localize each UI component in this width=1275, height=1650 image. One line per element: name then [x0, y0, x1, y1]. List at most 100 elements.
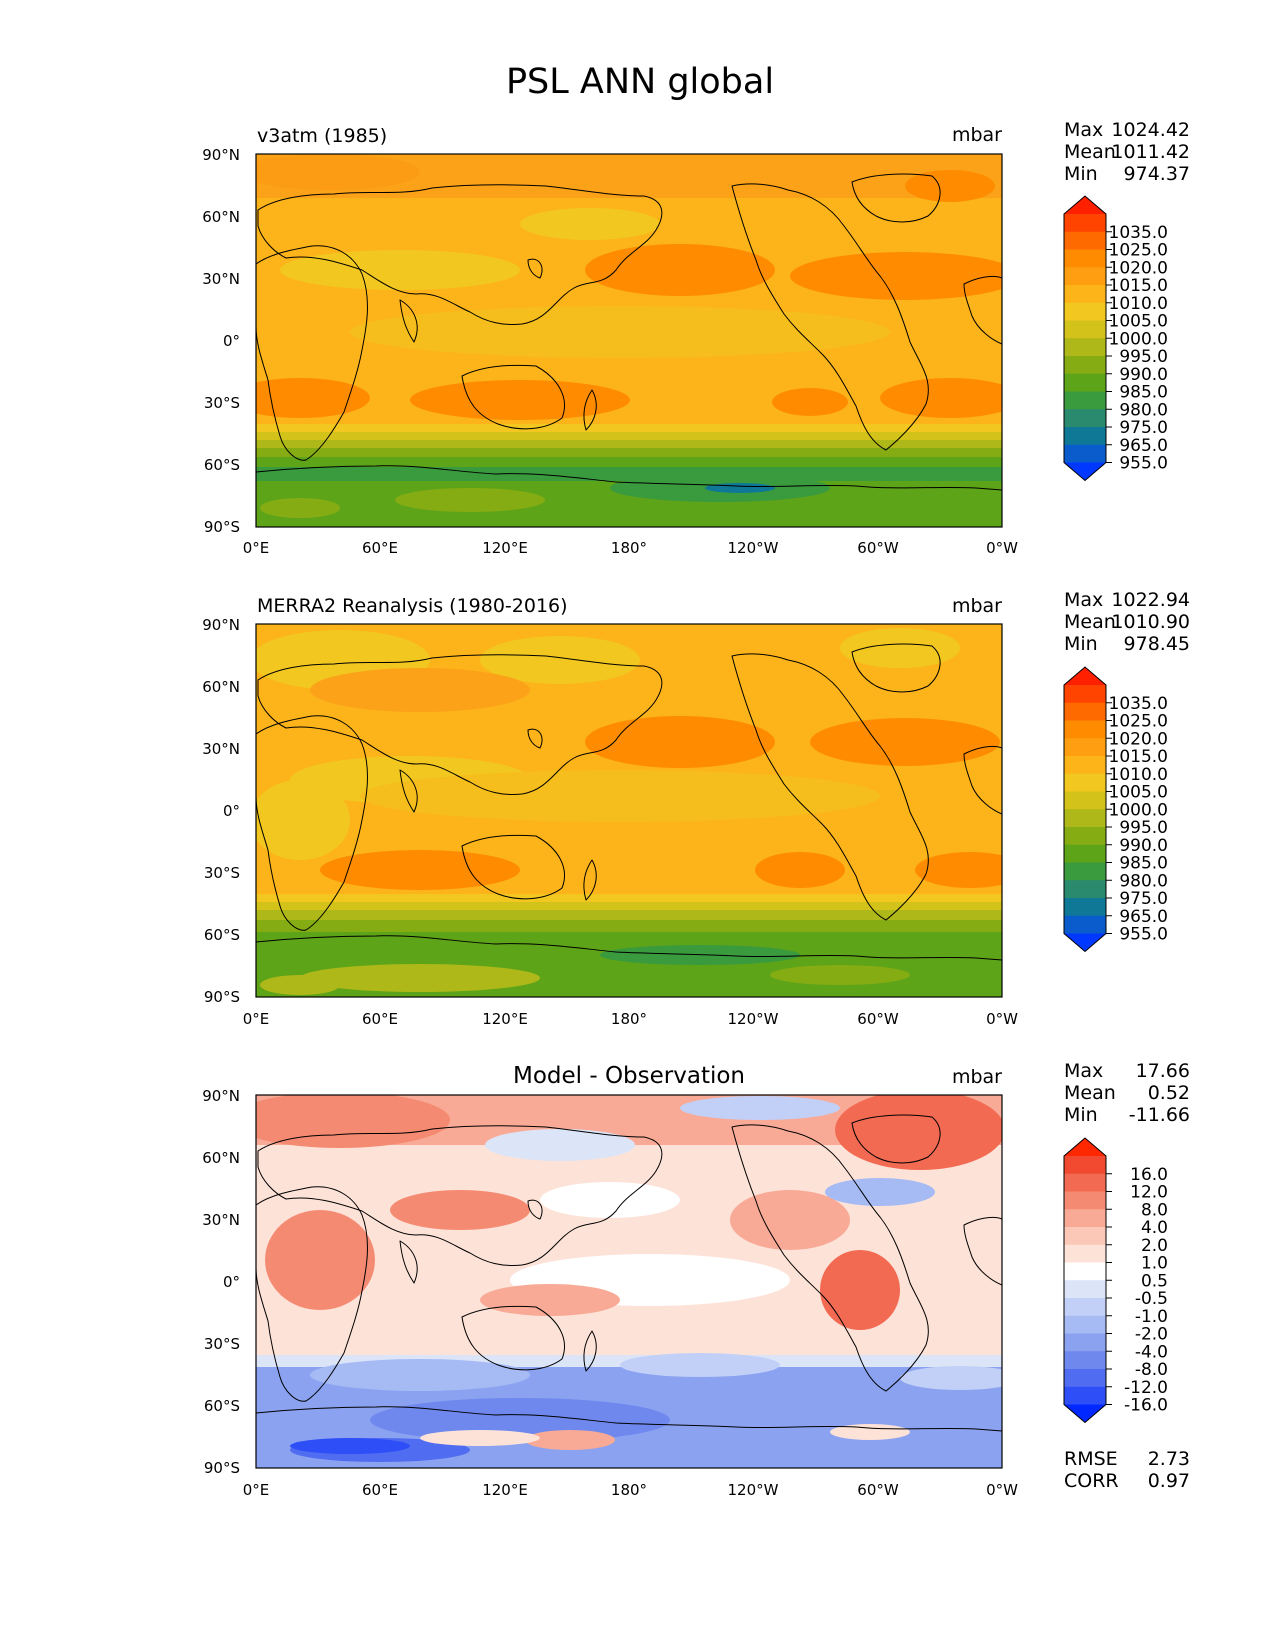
x-tick-label: 120°W	[728, 539, 779, 557]
colorbar-tick-label: 4.0	[1141, 1218, 1168, 1238]
min-label: Min	[1064, 633, 1098, 655]
y-tick-label: 90°N	[202, 1087, 240, 1105]
y-tick-label: 30°S	[204, 394, 240, 412]
x-tick-label: 120°W	[728, 1010, 779, 1028]
colorbar-tick-label: -0.5	[1135, 1289, 1168, 1309]
colorbar-extend-max	[1064, 196, 1106, 214]
colorbar-segment	[1064, 844, 1106, 863]
units-label: mbar	[952, 595, 1002, 617]
colorbar-segment	[1064, 1191, 1106, 1210]
colorbar-segment	[1064, 862, 1106, 881]
x-tick-label: 120°E	[482, 1481, 528, 1499]
colorbar-tick-label: -16.0	[1124, 1396, 1168, 1416]
colorbar-tick-label: 1010.0	[1109, 294, 1168, 314]
colorbar-segment	[1064, 1369, 1106, 1388]
colorbar-tick-label: 1020.0	[1109, 729, 1168, 749]
colorbar-tick-label: 955.0	[1119, 925, 1168, 945]
colorbar-extend-max	[1064, 1138, 1106, 1156]
colorbar-segment	[1064, 702, 1106, 721]
x-tick-label: 120°E	[482, 1010, 528, 1028]
corr-value: 0.97	[1148, 1470, 1190, 1492]
colorbar-segment	[1064, 1244, 1106, 1263]
x-tick-label: 180°	[611, 539, 647, 557]
colorbar-tick-label: 1005.0	[1109, 312, 1168, 332]
colorbar-segment	[1064, 1209, 1106, 1228]
colorbar-tick-label: 955.0	[1119, 454, 1168, 474]
corr-label: CORR	[1064, 1470, 1119, 1492]
x-tick-label: 60°W	[857, 1010, 899, 1028]
colorbar-segment	[1064, 685, 1106, 704]
panel-title: Model - Observation	[513, 1063, 745, 1089]
y-tick-label: 90°N	[202, 616, 240, 634]
y-tick-label: 30°N	[202, 270, 240, 288]
x-tick-label: 180°	[611, 1010, 647, 1028]
colorbar-tick-label: 8.0	[1141, 1200, 1168, 1220]
map-frame	[255, 1094, 1003, 1469]
colorbar-tick-label: 1020.0	[1109, 258, 1168, 278]
y-tick-label: 0°	[223, 802, 240, 820]
x-tick-label: 0°E	[243, 1481, 270, 1499]
units-label: mbar	[952, 1066, 1002, 1088]
colorbar-tick-label: -8.0	[1135, 1360, 1168, 1380]
colorbar-extend-min	[1064, 933, 1106, 952]
colorbar-extend-max	[1064, 667, 1106, 685]
colorbar-segment	[1064, 356, 1106, 375]
colorbar-tick-label: 990.0	[1119, 365, 1168, 385]
figure-title: PSL ANN global	[506, 62, 774, 102]
y-tick-label: 90°S	[204, 518, 240, 536]
colorbar-segment	[1064, 915, 1106, 934]
colorbar-segment	[1064, 1333, 1106, 1352]
y-tick-label: 30°N	[202, 1211, 240, 1229]
max-label: Max	[1064, 589, 1103, 611]
colorbar-segment	[1064, 791, 1106, 810]
rmse-label: RMSE	[1064, 1448, 1118, 1470]
x-tick-label: 60°W	[857, 1481, 899, 1499]
y-tick-label: 60°S	[204, 926, 240, 944]
max-label: Max	[1064, 119, 1103, 141]
mean-label: Mean	[1064, 141, 1116, 163]
colorbar-tick-label: 2.0	[1141, 1236, 1168, 1256]
x-tick-label: 60°E	[362, 1010, 398, 1028]
x-tick-label: 60°E	[362, 539, 398, 557]
colorbar-segment	[1064, 1315, 1106, 1334]
colorbar-segment	[1064, 373, 1106, 392]
min-label: Min	[1064, 163, 1098, 185]
colorbar-segment	[1064, 285, 1106, 304]
min-label: Min	[1064, 1104, 1098, 1126]
colorbar-segment	[1064, 302, 1106, 321]
colorbar-segment	[1064, 809, 1106, 828]
colorbar-tick-label: 995.0	[1119, 818, 1168, 838]
colorbar-model: 1035.01025.01020.01015.01010.01005.01000…	[1063, 195, 1168, 482]
colorbar-tick-label: 1035.0	[1109, 694, 1168, 714]
colorbar-difference: 16.012.08.04.02.01.00.5-0.5-1.0-2.0-4.0-…	[1063, 1137, 1168, 1424]
max-value: 1022.94	[1111, 589, 1190, 611]
colorbar-tick-label: -12.0	[1124, 1378, 1168, 1398]
mean-label: Mean	[1064, 1082, 1116, 1104]
y-tick-label: 60°N	[202, 678, 240, 696]
colorbar-segment	[1064, 1227, 1106, 1246]
y-tick-label: 30°S	[204, 1335, 240, 1353]
colorbar-segment	[1064, 773, 1106, 792]
colorbar-segment	[1064, 756, 1106, 775]
mean-value: 1011.42	[1111, 141, 1190, 163]
x-tick-label: 60°E	[362, 1481, 398, 1499]
y-tick-label: 30°N	[202, 740, 240, 758]
y-tick-label: 60°N	[202, 208, 240, 226]
colorbar-segment	[1064, 444, 1106, 463]
units-label: mbar	[952, 124, 1002, 146]
colorbar-tick-label: 975.0	[1119, 889, 1168, 909]
x-tick-label: 60°W	[857, 539, 899, 557]
colorbar-segment	[1064, 720, 1106, 739]
panel-title: v3atm (1985)	[257, 125, 387, 147]
colorbar-tick-label: 1000.0	[1109, 800, 1168, 820]
colorbar-segment	[1064, 1351, 1106, 1370]
x-tick-label: 180°	[611, 1481, 647, 1499]
colorbar-tick-label: 995.0	[1119, 347, 1168, 367]
colorbar-segment	[1064, 1386, 1106, 1405]
y-tick-label: 90°S	[204, 988, 240, 1006]
x-tick-label: 120°W	[728, 1481, 779, 1499]
colorbar-tick-label: 1010.0	[1109, 765, 1168, 785]
colorbar-segment	[1064, 880, 1106, 899]
colorbar-segment	[1064, 267, 1106, 286]
